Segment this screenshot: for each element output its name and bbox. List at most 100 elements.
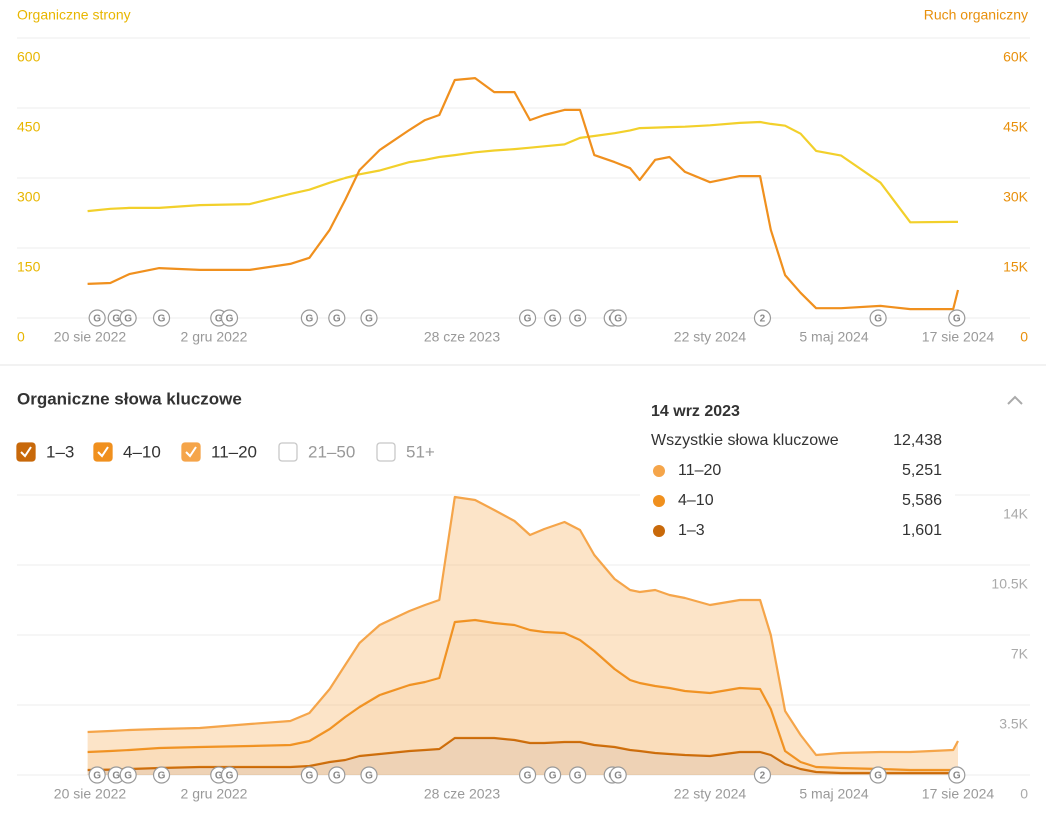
x-tick-label: 22 sty 2024 xyxy=(674,786,747,802)
y2-axis-title: Ruch organiczny xyxy=(924,7,1028,23)
y-tick-label: 0 xyxy=(17,329,25,345)
event-marker xyxy=(753,309,772,327)
x-tick-label: 5 maj 2024 xyxy=(799,786,868,802)
tooltip-box xyxy=(640,394,955,550)
checkbox-box xyxy=(278,442,298,462)
event-marker-label: G xyxy=(614,771,622,782)
y-tick-label: 45K xyxy=(1003,119,1029,135)
event-marker-label: G xyxy=(112,771,120,782)
event-marker-label: G xyxy=(574,314,582,325)
event-marker xyxy=(609,766,627,784)
checkbox-label: 51+ xyxy=(406,442,435,461)
event-marker-label: G xyxy=(614,314,622,325)
tooltip-total-value: 12,438 xyxy=(893,432,942,449)
event-marker xyxy=(753,766,772,784)
tooltip-swatch xyxy=(653,495,665,507)
area-band xyxy=(87,620,959,773)
x-tick-label: 20 sie 2022 xyxy=(54,786,127,802)
event-marker xyxy=(518,766,537,784)
event-marker-label: G xyxy=(524,771,532,782)
event-marker xyxy=(869,766,887,784)
event-marker xyxy=(518,309,537,327)
section-title: Organiczne słowa kluczowe xyxy=(17,389,242,408)
checkbox-check xyxy=(97,446,109,458)
tooltip-row-label: 11–20 xyxy=(678,462,721,479)
event-marker-label: G xyxy=(124,771,132,782)
event-marker xyxy=(360,309,378,327)
checkbox-check xyxy=(185,446,197,458)
y-axis-title: Organiczne strony xyxy=(17,7,131,23)
event-marker xyxy=(569,766,587,784)
filter-checkbox[interactable]: 21–50 xyxy=(278,442,355,462)
event-marker-label: G xyxy=(365,771,373,782)
area-line xyxy=(87,736,958,775)
tooltip-total-label: Wszystkie słowa kluczowe xyxy=(651,432,839,449)
filter-checkbox[interactable]: 11–20 xyxy=(181,442,257,462)
event-marker-label: G xyxy=(158,314,166,325)
event-marker-label: G xyxy=(549,314,557,325)
filter-checkbox[interactable]: 51+ xyxy=(376,442,435,462)
y-tick-label: 0 xyxy=(1020,329,1028,345)
area-line xyxy=(87,618,959,772)
tooltip-row-value: 5,251 xyxy=(902,462,942,479)
x-tick-label: 20 sie 2022 xyxy=(54,329,127,345)
filter-checkbox[interactable]: 4–10 xyxy=(93,442,161,462)
event-marker-label: G xyxy=(365,314,373,325)
y-tick-label: 14K xyxy=(1003,506,1029,522)
tooltip-swatch xyxy=(653,525,665,537)
event-marker-label: G xyxy=(112,314,120,325)
event-marker xyxy=(948,309,966,327)
y-tick-label: 7K xyxy=(1011,646,1029,662)
checkbox-label: 1–3 xyxy=(46,442,74,461)
event-marker-label: G xyxy=(524,314,532,325)
tooltip-swatch xyxy=(653,465,665,477)
tooltip-date: 14 wrz 2023 xyxy=(651,403,740,420)
event-marker-label: G xyxy=(333,771,341,782)
event-marker-label: G xyxy=(874,314,882,325)
y-tick-label: 30K xyxy=(1003,189,1029,205)
event-marker xyxy=(328,309,346,327)
y-tick-label: 60K xyxy=(1003,49,1029,65)
checkbox-box xyxy=(376,442,396,462)
y-tick-label: 0 xyxy=(1020,786,1028,802)
y-tick-label: 15K xyxy=(1003,259,1029,275)
checkbox-label: 21–50 xyxy=(308,442,355,461)
event-marker xyxy=(152,309,171,327)
y-tick-label: 3.5K xyxy=(999,716,1028,732)
filter-checkbox[interactable]: 1–3 xyxy=(16,442,74,462)
tooltip: 14 wrz 2023 Wszystkie słowa kluczowe 12,43… xyxy=(640,394,955,550)
event-marker xyxy=(119,766,137,784)
y-tick-label: 300 xyxy=(17,189,41,205)
checkbox-label: 4–10 xyxy=(123,442,161,461)
tooltip-row-value: 5,586 xyxy=(902,492,942,509)
area-band xyxy=(87,738,959,775)
event-marker-label: G xyxy=(215,314,223,325)
event-marker xyxy=(869,309,887,327)
event-marker-label: G xyxy=(574,771,582,782)
event-marker xyxy=(88,309,106,327)
y-tick-label: 600 xyxy=(17,49,41,65)
event-marker-label: G xyxy=(305,771,313,782)
series-line xyxy=(87,77,960,311)
event-marker-label: G xyxy=(333,314,341,325)
event-marker-label: G xyxy=(226,771,234,782)
event-marker-label: G xyxy=(874,771,882,782)
event-marker-label: G xyxy=(93,314,101,325)
event-marker-label: G xyxy=(226,314,234,325)
event-marker xyxy=(119,309,137,327)
collapse-chevron[interactable] xyxy=(1007,395,1023,405)
event-marker xyxy=(569,309,587,327)
x-tick-label: 28 cze 2023 xyxy=(424,786,500,802)
tooltip-row-label: 4–10 xyxy=(678,492,714,509)
event-marker-label: G xyxy=(549,771,557,782)
checkbox-label: 11–20 xyxy=(211,442,257,461)
x-tick-label: 28 cze 2023 xyxy=(424,329,500,345)
event-marker-label: 2 xyxy=(760,314,766,325)
event-marker xyxy=(220,766,239,784)
series-line xyxy=(87,120,958,224)
checkbox-check xyxy=(20,446,32,458)
event-marker-label: G xyxy=(953,314,961,325)
event-marker-label: G xyxy=(305,314,313,325)
area-line xyxy=(87,495,959,757)
x-tick-label: 17 sie 2024 xyxy=(922,329,995,345)
